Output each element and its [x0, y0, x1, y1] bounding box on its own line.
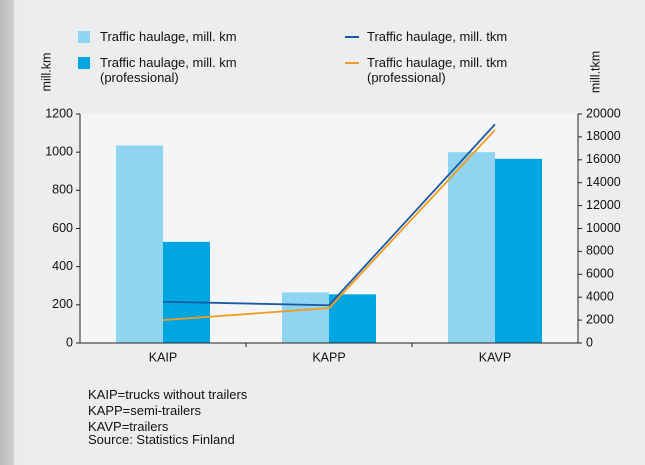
legend-item: Traffic haulage, mill. km (professional) [78, 55, 278, 87]
y-tick-label: 600 [52, 221, 73, 235]
y-tick-label: 1200 [45, 106, 73, 120]
legend-swatch [78, 31, 90, 43]
bar [282, 292, 329, 343]
y-tick-label: 200 [52, 297, 73, 311]
legend-item: Traffic haulage, mill. tkm (professional… [345, 55, 545, 87]
y2-tick-label: 8000 [586, 244, 614, 258]
y2-tick-label: 0 [586, 335, 593, 349]
y2-tick-label: 6000 [586, 267, 614, 281]
note: Source: Statistics Finland [88, 432, 247, 448]
note: KAPP=semi-trailers [88, 403, 247, 419]
y2-tick-label: 4000 [586, 289, 614, 303]
y2-tick-label: 18000 [586, 129, 621, 143]
y2-tick-label: 10000 [586, 221, 621, 235]
y-axis-label: mill.km [39, 53, 53, 92]
y2-tick-label: 2000 [586, 312, 614, 326]
legend-label: Traffic haulage, mill. km (professional) [100, 55, 275, 85]
bar [163, 242, 210, 343]
y-tick-label: 400 [52, 259, 73, 273]
y-tick-label: 1000 [45, 144, 73, 158]
page: {"chart_data": {"type": "bar", "y_label"… [0, 0, 645, 465]
bar [116, 145, 163, 343]
y2-axis-label: mill.tkm [588, 51, 602, 93]
bar [448, 152, 495, 343]
y2-tick-label: 16000 [586, 152, 621, 166]
legend-line [345, 62, 359, 64]
legend-label: Traffic haulage, mill. tkm [367, 29, 542, 44]
legend-label: Traffic haulage, mill. km [100, 29, 275, 44]
y2-tick-label: 14000 [586, 175, 621, 189]
note: KAIP=trucks without trailers [88, 387, 247, 403]
x-tick-label: KAPP [312, 350, 345, 364]
y-tick-label: 800 [52, 183, 73, 197]
x-tick-label: KAVP [479, 350, 511, 364]
legend-swatch [78, 57, 90, 69]
y-tick-label: 0 [66, 335, 73, 349]
x-tick-label: KAIP [149, 350, 178, 364]
legend-line [345, 36, 359, 38]
bar [495, 159, 542, 343]
y2-tick-label: 20000 [586, 106, 621, 120]
legend-label: Traffic haulage, mill. tkm (professional… [367, 55, 542, 85]
y2-tick-label: 12000 [586, 198, 621, 212]
